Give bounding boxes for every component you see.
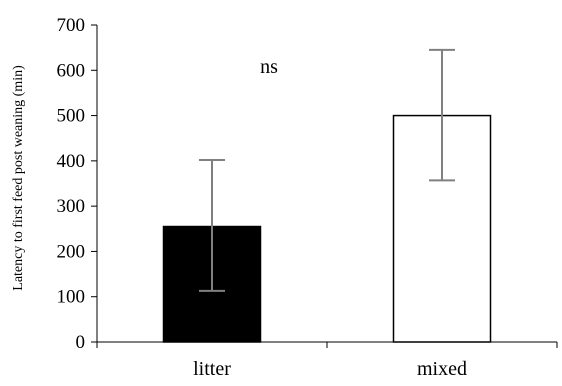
y-axis-title: Latency to first feed post weaning (min)	[11, 65, 26, 291]
axes	[96, 25, 558, 348]
y-tick-label-700: 700	[57, 15, 86, 36]
annotation-0: ns	[260, 56, 278, 78]
x-tick-label-mixed: mixed	[417, 358, 467, 380]
y-tick-label-300: 300	[57, 196, 86, 217]
y-tick-label-0: 0	[76, 332, 86, 353]
error-bars	[199, 48, 455, 292]
x-axis-labels: litter mixed	[193, 358, 467, 380]
y-tick-label-400: 400	[57, 151, 86, 172]
y-axis-ticks: 0 100 200 300 400 500 600 700	[57, 15, 97, 353]
y-tick-label-500: 500	[57, 106, 86, 127]
x-tick-label-litter: litter	[193, 358, 231, 380]
y-tick-label-100: 100	[57, 287, 86, 308]
y-tick-label-600: 600	[57, 60, 86, 81]
y-tick-label-200: 200	[57, 241, 86, 262]
annotations: ns	[260, 56, 278, 78]
